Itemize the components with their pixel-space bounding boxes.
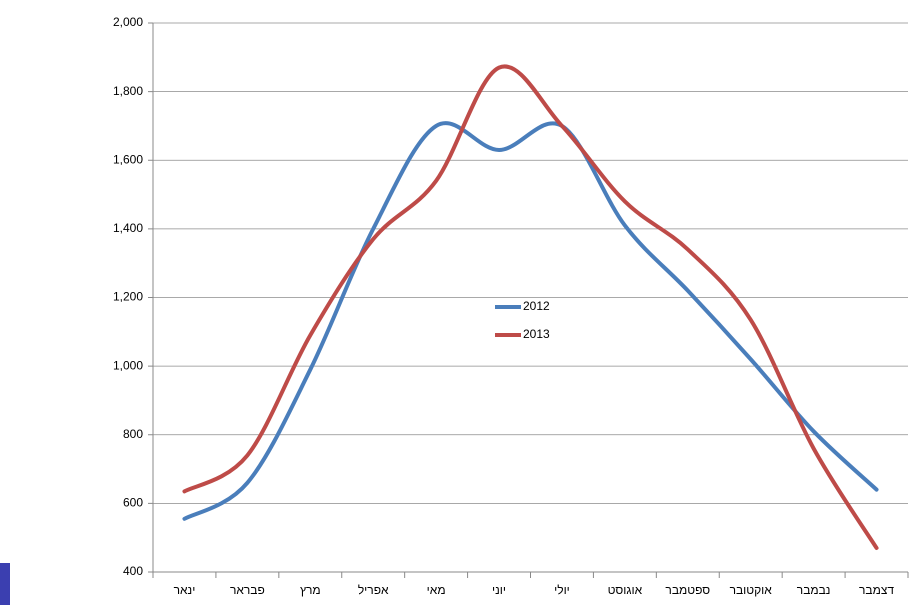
- y-tick-label: 1,200: [113, 290, 143, 304]
- series-line: [182, 64, 879, 550]
- x-tick-label: אפריל: [358, 583, 389, 597]
- edge-decoration: [0, 563, 10, 605]
- legend-label: 2012: [523, 299, 550, 313]
- legend-label: 2013: [523, 327, 550, 341]
- x-tick-label: אוגוסט: [608, 583, 643, 597]
- x-tick-label: מאי: [427, 583, 446, 597]
- y-tick-label: 1,000: [113, 358, 143, 372]
- x-tick-label: יולי: [554, 583, 570, 597]
- y-tick-label: 1,800: [113, 84, 143, 98]
- y-tick-label: 400: [123, 564, 143, 578]
- x-tick-label: פבראר: [230, 583, 265, 597]
- x-tick-label: יוני: [492, 583, 506, 597]
- y-tick-label: 600: [123, 496, 143, 510]
- x-tick-label: נבמבר: [797, 583, 831, 597]
- y-tick-label: 1,600: [113, 152, 143, 166]
- series-line: [182, 121, 879, 521]
- x-tick-label: מרץ: [300, 583, 321, 597]
- x-tick-label: ספטמבר: [665, 583, 710, 597]
- x-tick-label: דצמבר: [859, 583, 894, 597]
- y-tick-label: 1,400: [113, 221, 143, 235]
- y-tick-label: 2,000: [113, 15, 143, 29]
- x-tick-label: ינאר: [174, 583, 196, 597]
- y-tick-label: 800: [123, 427, 143, 441]
- x-tick-label: אוקטובר: [730, 583, 773, 597]
